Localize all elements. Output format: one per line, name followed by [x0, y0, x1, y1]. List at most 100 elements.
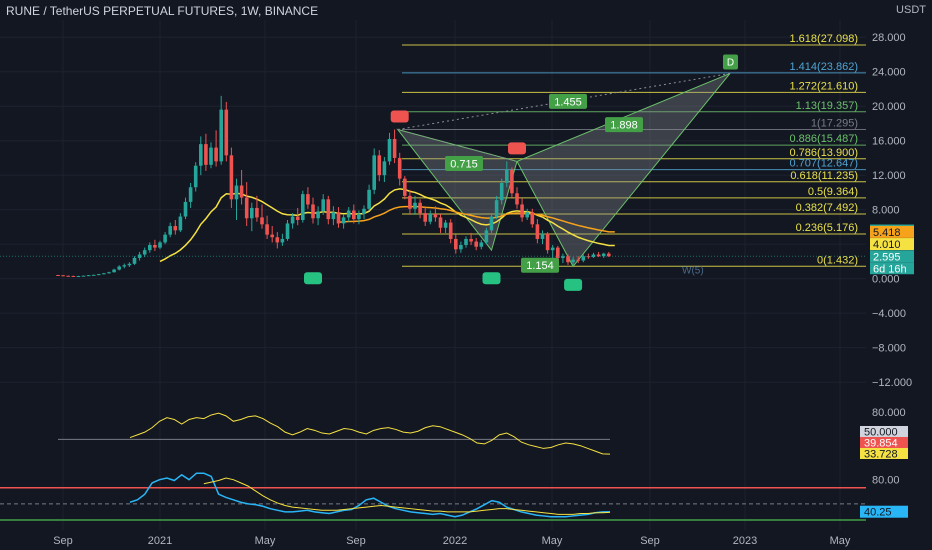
- candles[interactable]: [56, 95, 611, 278]
- candle-body: [239, 185, 244, 198]
- candle-body: [306, 194, 310, 205]
- candle-body: [280, 238, 285, 243]
- price-badge: [870, 238, 914, 251]
- candle-body: [321, 199, 325, 212]
- candle-body: [260, 217, 264, 225]
- countdown-label: 6d 16h: [873, 263, 907, 275]
- pattern-xd-dotted: [397, 72, 731, 130]
- candle-body: [561, 256, 565, 258]
- candle-body: [403, 178, 407, 196]
- time-tick-label: May: [542, 535, 563, 547]
- pattern-ratio-badge: [549, 93, 587, 109]
- candle-body: [148, 245, 152, 251]
- ema-slow-line: [338, 205, 615, 233]
- time-tick-label: May: [255, 535, 276, 547]
- candle-body: [489, 216, 494, 231]
- candle-body: [535, 224, 540, 239]
- osc2-main-line: [129, 472, 611, 518]
- candle-body: [229, 155, 234, 200]
- pattern-point-d-label: D: [727, 57, 734, 68]
- time-tick-label: Sep: [53, 535, 73, 547]
- oscillator-pane-2: 80.00 40.25: [0, 472, 908, 521]
- wave-label: W(5): [682, 265, 704, 276]
- candle-body: [102, 273, 106, 275]
- candle-body: [81, 275, 86, 277]
- time-tick-label: May: [830, 535, 851, 547]
- price-tick-label: 28.000: [872, 32, 906, 44]
- candle-body: [265, 224, 269, 235]
- candle-body: [566, 256, 570, 263]
- fib-level-label: 1(17.295): [811, 118, 858, 130]
- pattern-ratio-badge: [445, 155, 483, 171]
- candle-body: [56, 275, 60, 276]
- price-badge: [870, 225, 914, 238]
- candle-body: [459, 245, 463, 250]
- candle-body: [357, 213, 361, 220]
- osc1-value-badge: [860, 448, 908, 459]
- price-axis[interactable]: −12.000−8.000−4.0000.0004.0008.00012.000…: [870, 32, 914, 389]
- candle-body: [408, 195, 412, 209]
- candle-body: [285, 223, 290, 239]
- candle-body: [86, 275, 91, 277]
- candle-body: [540, 233, 545, 239]
- pattern-ratio-label: 1.898: [610, 120, 638, 132]
- price-tick-label: 12.000: [872, 170, 906, 182]
- candle-body: [413, 202, 417, 209]
- candle-body: [295, 216, 300, 220]
- candle-body: [454, 238, 458, 250]
- pattern-ratio-label: 1.154: [526, 260, 554, 272]
- candle-body: [515, 193, 519, 205]
- countdown-badge: [870, 262, 914, 275]
- candle-body: [433, 213, 438, 218]
- candle-body: [183, 201, 188, 217]
- grid: [0, 20, 866, 530]
- price-tick-label: −8.000: [872, 343, 906, 355]
- candle-body: [550, 247, 555, 251]
- pivot-marker: [390, 110, 409, 123]
- price-tick-label: 16.000: [872, 136, 906, 148]
- osc1-value-label: 39.854: [864, 438, 898, 450]
- candle-body: [204, 144, 208, 165]
- osc2-value-label: 40.25: [864, 507, 892, 519]
- candle-body: [499, 182, 504, 201]
- candle-body: [596, 254, 601, 257]
- time-tick-label: 2022: [443, 535, 467, 547]
- pattern-xb-dotted: [397, 128, 518, 162]
- candle-body: [117, 266, 121, 270]
- candle-body: [188, 187, 193, 202]
- candle-body: [214, 147, 218, 162]
- candle-body: [142, 250, 147, 255]
- osc1-tick-label: 80.000: [872, 407, 906, 419]
- time-tick-label: Sep: [640, 535, 660, 547]
- candle-body: [571, 259, 575, 263]
- candle-body: [418, 202, 422, 214]
- candle-body: [505, 170, 509, 183]
- candle-body: [428, 213, 433, 222]
- candle-body: [494, 200, 499, 217]
- harmonic-pattern: 0.715 1.455 1.898 1.154 D: [396, 54, 738, 273]
- candle-body: [367, 189, 371, 209]
- candle-body: [448, 222, 453, 239]
- osc2-signal-line: [203, 477, 611, 515]
- fib-level-label: 0.382(7.492): [796, 202, 858, 214]
- candle-body: [153, 245, 157, 248]
- candle-body: [607, 253, 611, 257]
- fib-level-label: 0.886(15.487): [790, 133, 859, 145]
- osc1-value-badge: [860, 437, 908, 448]
- candle-body: [581, 256, 586, 261]
- candle-body: [387, 138, 392, 162]
- time-tick-label: 2023: [733, 535, 757, 547]
- candle-body: [372, 155, 376, 190]
- candle-body: [556, 247, 560, 258]
- pivot-marker: [564, 278, 583, 291]
- pivot-marker: [482, 272, 501, 285]
- time-tick-label: Sep: [346, 535, 366, 547]
- price-tick-label: 20.000: [872, 101, 906, 113]
- time-axis[interactable]: Sep 2021 May Sep 2022 May Sep 2023 May: [53, 535, 851, 547]
- pattern-ratio-label: 1.455: [554, 96, 582, 108]
- candle-body: [193, 165, 198, 188]
- osc2-value-badge: [860, 505, 908, 518]
- osc1-value-badge: [860, 426, 908, 437]
